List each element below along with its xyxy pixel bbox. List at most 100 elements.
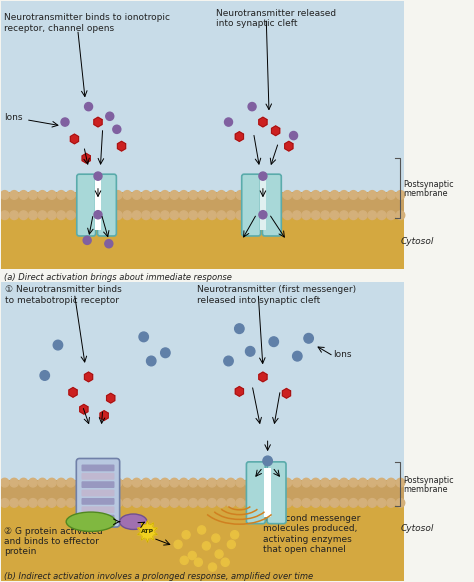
Circle shape <box>132 211 141 219</box>
FancyBboxPatch shape <box>82 506 115 513</box>
Circle shape <box>180 211 188 219</box>
Circle shape <box>94 172 102 180</box>
Circle shape <box>283 190 292 199</box>
Circle shape <box>246 190 254 199</box>
Circle shape <box>180 478 188 487</box>
Circle shape <box>29 478 37 487</box>
Circle shape <box>142 499 150 508</box>
Circle shape <box>227 190 235 199</box>
Circle shape <box>123 190 131 199</box>
Circle shape <box>198 526 206 534</box>
Circle shape <box>161 190 169 199</box>
Circle shape <box>321 211 329 219</box>
Circle shape <box>104 211 113 219</box>
Circle shape <box>330 211 339 219</box>
Circle shape <box>105 240 113 248</box>
Circle shape <box>85 478 94 487</box>
Circle shape <box>255 190 264 199</box>
Circle shape <box>85 211 94 219</box>
Circle shape <box>246 346 255 356</box>
Circle shape <box>151 190 160 199</box>
Circle shape <box>194 558 202 566</box>
Bar <box>1 506 404 581</box>
Circle shape <box>38 499 46 508</box>
Circle shape <box>264 211 273 219</box>
Bar <box>95 180 101 230</box>
Circle shape <box>76 499 84 508</box>
Circle shape <box>302 190 310 199</box>
Circle shape <box>225 118 233 126</box>
Circle shape <box>174 540 182 548</box>
Circle shape <box>283 211 292 219</box>
Polygon shape <box>283 389 291 398</box>
Polygon shape <box>272 126 280 136</box>
Circle shape <box>85 190 94 199</box>
Circle shape <box>321 499 329 508</box>
Circle shape <box>377 190 386 199</box>
Circle shape <box>248 102 256 111</box>
Circle shape <box>368 211 376 219</box>
Circle shape <box>104 190 113 199</box>
Circle shape <box>264 478 273 487</box>
Circle shape <box>66 499 75 508</box>
Circle shape <box>255 478 264 487</box>
Circle shape <box>330 478 339 487</box>
Circle shape <box>66 478 75 487</box>
Bar <box>1 282 404 480</box>
Circle shape <box>114 499 122 508</box>
Circle shape <box>302 211 310 219</box>
Circle shape <box>198 211 207 219</box>
Circle shape <box>19 499 28 508</box>
Circle shape <box>29 499 37 508</box>
Circle shape <box>180 499 188 508</box>
Circle shape <box>161 211 169 219</box>
Circle shape <box>340 499 348 508</box>
Circle shape <box>161 348 170 357</box>
Circle shape <box>302 478 310 487</box>
Circle shape <box>217 190 226 199</box>
Circle shape <box>340 211 348 219</box>
Circle shape <box>227 499 235 508</box>
Polygon shape <box>235 386 244 396</box>
Circle shape <box>151 499 160 508</box>
Bar <box>264 468 271 517</box>
Circle shape <box>61 118 69 126</box>
FancyBboxPatch shape <box>263 174 281 236</box>
Circle shape <box>29 190 37 199</box>
Circle shape <box>95 478 103 487</box>
Circle shape <box>217 499 226 508</box>
Circle shape <box>349 499 357 508</box>
Circle shape <box>198 478 207 487</box>
Circle shape <box>53 340 63 350</box>
Circle shape <box>330 190 339 199</box>
FancyBboxPatch shape <box>76 459 119 527</box>
Circle shape <box>358 499 367 508</box>
Circle shape <box>368 478 376 487</box>
FancyBboxPatch shape <box>267 462 286 524</box>
Circle shape <box>189 499 197 508</box>
Circle shape <box>38 478 46 487</box>
Circle shape <box>142 211 150 219</box>
Circle shape <box>396 211 405 219</box>
Circle shape <box>40 371 49 380</box>
Polygon shape <box>69 388 77 397</box>
Circle shape <box>246 499 254 508</box>
Circle shape <box>66 211 75 219</box>
Circle shape <box>387 211 395 219</box>
Circle shape <box>170 499 179 508</box>
Text: membrane: membrane <box>403 485 448 494</box>
Circle shape <box>84 102 92 111</box>
FancyBboxPatch shape <box>98 174 117 236</box>
Circle shape <box>123 499 131 508</box>
Circle shape <box>228 540 236 548</box>
Circle shape <box>292 352 302 361</box>
Circle shape <box>38 190 46 199</box>
Circle shape <box>104 499 113 508</box>
Text: (a) Direct activation brings about immediate response: (a) Direct activation brings about immed… <box>4 272 232 282</box>
Circle shape <box>151 478 160 487</box>
FancyBboxPatch shape <box>242 174 261 236</box>
Circle shape <box>142 478 150 487</box>
Circle shape <box>66 190 75 199</box>
Bar <box>260 180 266 230</box>
Circle shape <box>340 190 348 199</box>
